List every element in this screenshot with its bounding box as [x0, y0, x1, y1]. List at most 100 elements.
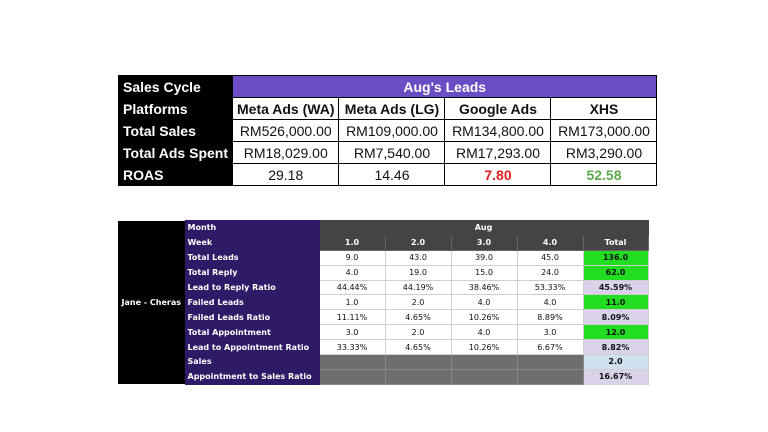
metric-total: 8.82% [582, 339, 649, 356]
metric-cell: 4.65% [384, 309, 452, 326]
metric-row: Failed Leads 1.0 2.0 4.0 4.0 11.0 [118, 294, 649, 311]
roas-cell-low: 7.80 [444, 163, 552, 186]
metric-cell: 19.0 [384, 264, 452, 281]
week-header: 4.0 [516, 234, 584, 251]
week-header: 2.0 [384, 234, 452, 251]
ads-spent-cell: RM17,293.00 [444, 141, 552, 164]
metric-label: Total Appointment [184, 324, 320, 341]
row-label-platforms: Platforms [118, 97, 233, 120]
metric-cell: 15.0 [450, 264, 518, 281]
metric-row: Total Reply 4.0 19.0 15.0 24.0 62.0 [118, 264, 649, 281]
metric-cell: 10.26% [450, 309, 518, 326]
metric-total: 8.09% [582, 309, 649, 326]
row-label-total-sales: Total Sales [118, 119, 233, 142]
metric-cell: 53.33% [516, 279, 584, 296]
roas-cell: 14.46 [338, 163, 446, 186]
weekly-breakdown-table: Jane - Cheras Month Aug Week 1.0 2.0 3.0… [118, 220, 649, 385]
metric-cell: 2.0 [384, 294, 452, 311]
metric-total: 16.67% [582, 368, 649, 385]
metric-label: Failed Leads Ratio [184, 309, 320, 326]
roas-row: ROAS 29.18 14.46 7.80 52.58 [118, 163, 658, 186]
month-row: Jane - Cheras Month Aug [118, 220, 649, 385]
metric-total: 136.0 [582, 249, 649, 266]
empty-cell [450, 354, 518, 370]
roas-cell-high: 52.58 [550, 163, 658, 186]
total-sales-cell: RM526,000.00 [231, 119, 340, 142]
platform-header: Meta Ads (LG) [338, 97, 446, 120]
empty-cell [384, 368, 452, 385]
ads-spent-cell: RM18,029.00 [231, 141, 340, 164]
metric-cell: 1.0 [318, 294, 386, 311]
metric-row: Failed Leads Ratio 11.11% 4.65% 10.26% 8… [118, 309, 649, 326]
metric-cell: 45.0 [516, 249, 584, 266]
person-label: Jane - Cheras [118, 220, 185, 385]
month-label: Month [184, 220, 320, 236]
metric-total: 2.0 [582, 354, 649, 370]
metric-cell: 11.11% [318, 309, 386, 326]
summary-title: Aug's Leads [231, 75, 658, 98]
ads-spent-cell: RM3,290.00 [550, 141, 658, 164]
total-sales-row: Total Sales RM526,000.00 RM109,000.00 RM… [118, 119, 658, 142]
metric-label: Lead to Appointment Ratio [184, 339, 320, 356]
metric-label: Sales [184, 354, 320, 370]
metric-row: Lead to Appointment Ratio 33.33% 4.65% 1… [118, 339, 649, 356]
total-ads-spent-row: Total Ads Spent RM18,029.00 RM7,540.00 R… [118, 141, 658, 164]
metric-cell: 44.19% [384, 279, 452, 296]
week-header: 1.0 [318, 234, 386, 251]
empty-cell [516, 368, 584, 385]
platform-header: Meta Ads (WA) [231, 97, 340, 120]
roas-cell: 29.18 [231, 163, 340, 186]
total-header: Total [582, 234, 649, 251]
metric-total: 45.59% [582, 279, 649, 296]
metric-row: Total Appointment 3.0 2.0 4.0 3.0 12.0 [118, 324, 649, 341]
metric-cell: 4.0 [516, 294, 584, 311]
metric-cell: 43.0 [384, 249, 452, 266]
metric-cell: 4.0 [450, 294, 518, 311]
metric-cell: 6.67% [516, 339, 584, 356]
total-sales-cell: RM109,000.00 [338, 119, 446, 142]
metric-cell: 10.26% [450, 339, 518, 356]
week-row: Week 1.0 2.0 3.0 4.0 Total [118, 234, 649, 251]
empty-cell [384, 354, 452, 370]
metric-label: Failed Leads [184, 294, 320, 311]
empty-cell [318, 368, 386, 385]
empty-cell [450, 368, 518, 385]
metric-cell: 3.0 [516, 324, 584, 341]
row-label-total-ads-spent: Total Ads Spent [118, 141, 233, 164]
row-label-sales-cycle: Sales Cycle [118, 75, 233, 98]
week-label: Week [184, 234, 320, 251]
metric-label: Appointment to Sales Ratio [184, 368, 320, 385]
metric-total: 12.0 [582, 324, 649, 341]
metric-label: Lead to Reply Ratio [184, 279, 320, 296]
metric-row: Appointment to Sales Ratio 16.67% [118, 368, 649, 385]
total-sales-cell: RM173,000.00 [550, 119, 658, 142]
metric-label: Total Reply [184, 264, 320, 281]
metric-total: 62.0 [582, 264, 649, 281]
month-value: Aug [318, 220, 649, 236]
leads-summary-table: Sales Cycle Aug's Leads Platforms Meta A… [118, 75, 658, 186]
metric-total: 11.0 [582, 294, 649, 311]
metric-cell: 39.0 [450, 249, 518, 266]
metric-cell: 4.65% [384, 339, 452, 356]
week-header: 3.0 [450, 234, 518, 251]
metric-row: Total Leads 9.0 43.0 39.0 45.0 136.0 [118, 249, 649, 266]
metric-row: Sales 2.0 [118, 354, 649, 370]
empty-cell [318, 354, 386, 370]
platform-header: Google Ads [444, 97, 552, 120]
metric-cell: 2.0 [384, 324, 452, 341]
metric-cell: 38.46% [450, 279, 518, 296]
ads-spent-cell: RM7,540.00 [338, 141, 446, 164]
metric-cell: 24.0 [516, 264, 584, 281]
metric-label: Total Leads [184, 249, 320, 266]
metric-cell: 9.0 [318, 249, 386, 266]
metric-cell: 33.33% [318, 339, 386, 356]
row-label-roas: ROAS [118, 163, 233, 186]
metric-cell: 44.44% [318, 279, 386, 296]
platform-header: XHS [550, 97, 658, 120]
metric-cell: 3.0 [318, 324, 386, 341]
metric-cell: 4.0 [450, 324, 518, 341]
platforms-row: Platforms Meta Ads (WA) Meta Ads (LG) Go… [118, 97, 658, 120]
empty-cell [516, 354, 584, 370]
metric-row: Lead to Reply Ratio 44.44% 44.19% 38.46%… [118, 279, 649, 296]
sales-cycle-row: Sales Cycle Aug's Leads [118, 75, 658, 98]
